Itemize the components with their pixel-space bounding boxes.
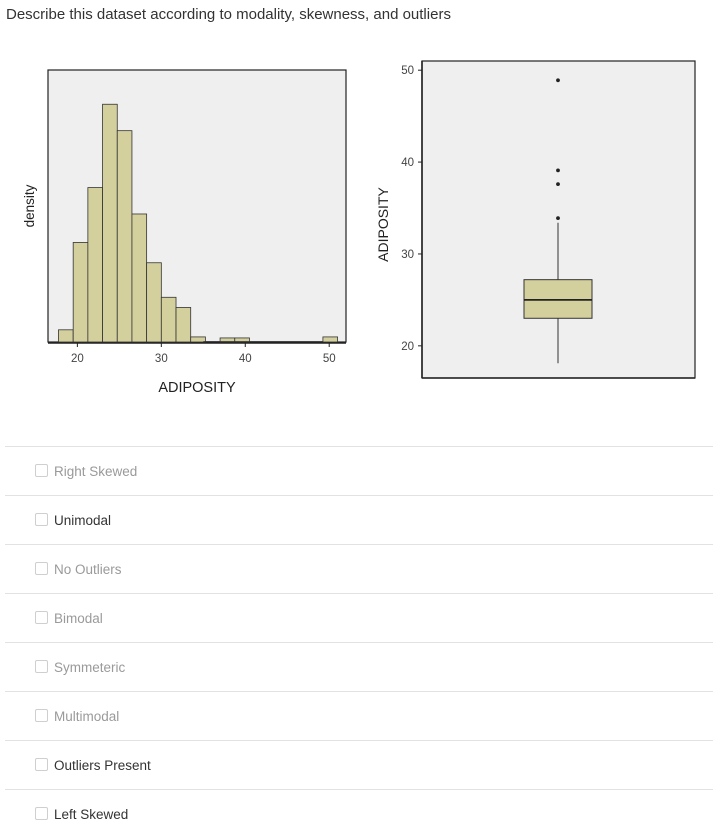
histogram-bar bbox=[160, 296, 177, 343]
option-label[interactable]: Outliers Present bbox=[54, 758, 151, 773]
histogram-bar bbox=[322, 336, 339, 343]
histogram-bar bbox=[58, 329, 74, 343]
histogram-bar bbox=[131, 213, 148, 343]
iqr-box bbox=[523, 279, 593, 319]
option-checkbox[interactable] bbox=[35, 611, 48, 624]
answer-options: Right Skewed Unimodal No Outliers Bimodal Sy… bbox=[5, 446, 713, 838]
option-row[interactable]: Right Skewed bbox=[5, 446, 713, 495]
option-checkbox[interactable] bbox=[35, 513, 48, 526]
option-checkbox[interactable] bbox=[35, 807, 48, 820]
question-text: Describe this dataset according to modal… bbox=[6, 6, 451, 23]
x-tick-label: 40 bbox=[239, 353, 252, 365]
x-tick-label: 50 bbox=[323, 353, 336, 365]
histogram-bar bbox=[116, 130, 133, 343]
histogram-bar bbox=[87, 187, 103, 343]
option-label[interactable]: Right Skewed bbox=[54, 464, 138, 479]
option-label[interactable]: Bimodal bbox=[54, 611, 103, 626]
option-label[interactable]: Left Skewed bbox=[54, 807, 129, 822]
histogram-bar bbox=[234, 337, 250, 343]
x-axis-label: ADIPOSITY bbox=[158, 380, 236, 396]
outlier-point bbox=[556, 182, 560, 187]
option-row[interactable]: No Outliers bbox=[5, 544, 713, 593]
option-checkbox[interactable] bbox=[35, 562, 48, 575]
option-checkbox[interactable] bbox=[35, 660, 48, 673]
boxplot-chart: 20 30 40 50 ADIPOSITY bbox=[375, 60, 696, 379]
outlier-point bbox=[556, 216, 560, 221]
x-tick-label: 20 bbox=[71, 353, 84, 365]
y-tick-label: 30 bbox=[401, 249, 414, 261]
option-row[interactable]: Unimodal bbox=[5, 495, 713, 544]
y-axis-label: ADIPOSITY bbox=[375, 186, 391, 261]
y-tick-label: 40 bbox=[401, 157, 414, 169]
option-row[interactable]: Bimodal bbox=[5, 593, 713, 642]
histogram-bar bbox=[175, 307, 192, 343]
histogram-bar bbox=[190, 336, 206, 343]
outlier-point bbox=[556, 168, 560, 173]
option-row[interactable]: Outliers Present bbox=[5, 740, 713, 789]
option-label[interactable]: No Outliers bbox=[54, 562, 122, 577]
option-label[interactable]: Unimodal bbox=[54, 513, 112, 528]
histogram-bar bbox=[146, 262, 162, 343]
option-checkbox[interactable] bbox=[35, 758, 48, 771]
x-tick-label: 30 bbox=[155, 353, 168, 365]
histogram-chart: 20 30 40 50 ADIPOSITY density bbox=[22, 69, 347, 396]
option-checkbox[interactable] bbox=[35, 709, 48, 722]
histogram-bar bbox=[72, 242, 89, 343]
y-axis-label: density bbox=[22, 184, 37, 227]
option-checkbox[interactable] bbox=[35, 464, 48, 477]
outlier-point bbox=[556, 78, 560, 83]
y-tick-label: 20 bbox=[401, 341, 414, 353]
option-label[interactable]: Multimodal bbox=[54, 709, 120, 724]
histogram-bar bbox=[102, 103, 118, 343]
y-tick-label: 50 bbox=[401, 65, 414, 77]
option-label[interactable]: Symmeteric bbox=[54, 660, 126, 675]
option-row[interactable]: Symmeteric bbox=[5, 642, 713, 691]
option-row[interactable]: Left Skewed bbox=[5, 789, 713, 838]
option-row[interactable]: Multimodal bbox=[5, 691, 713, 740]
